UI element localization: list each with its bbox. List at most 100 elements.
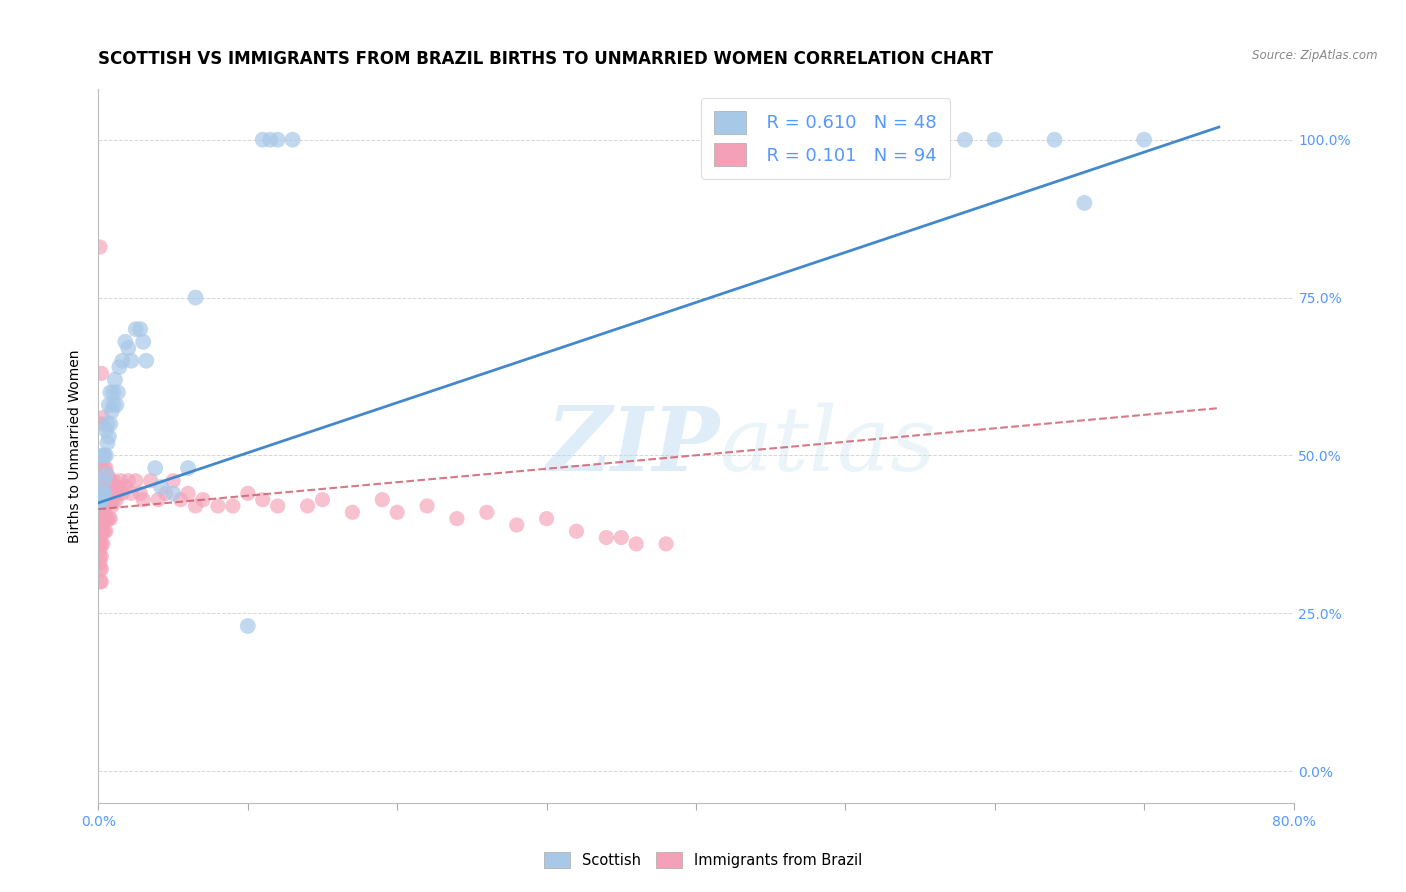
- Immigrants from Brazil: [595, 531, 617, 545]
- Immigrants from Brazil: [191, 492, 214, 507]
- Scottish: [984, 133, 1007, 147]
- Immigrants from Brazil: [89, 492, 111, 507]
- Scottish: [108, 360, 131, 375]
- Immigrants from Brazil: [93, 499, 115, 513]
- Immigrants from Brazil: [446, 511, 468, 525]
- Scottish: [101, 404, 124, 418]
- Scottish: [94, 449, 117, 463]
- Immigrants from Brazil: [90, 562, 112, 576]
- Immigrants from Brazil: [129, 486, 152, 500]
- Scottish: [120, 353, 142, 368]
- Immigrants from Brazil: [90, 499, 112, 513]
- Immigrants from Brazil: [108, 486, 131, 500]
- Immigrants from Brazil: [89, 240, 111, 254]
- Immigrants from Brazil: [103, 492, 125, 507]
- Immigrants from Brazil: [111, 486, 134, 500]
- Immigrants from Brazil: [371, 492, 394, 507]
- Immigrants from Brazil: [94, 524, 117, 539]
- Scottish: [1073, 195, 1095, 210]
- Text: SCOTTISH VS IMMIGRANTS FROM BRAZIL BIRTHS TO UNMARRIED WOMEN CORRELATION CHART: SCOTTISH VS IMMIGRANTS FROM BRAZIL BIRTH…: [98, 50, 994, 68]
- Immigrants from Brazil: [96, 511, 118, 525]
- Immigrants from Brazil: [311, 492, 333, 507]
- Immigrants from Brazil: [94, 474, 117, 488]
- Scottish: [150, 480, 173, 494]
- Immigrants from Brazil: [236, 486, 259, 500]
- Scottish: [129, 322, 152, 336]
- Scottish: [90, 492, 112, 507]
- Scottish: [953, 133, 976, 147]
- Immigrants from Brazil: [610, 531, 633, 545]
- Scottish: [252, 133, 274, 147]
- Scottish: [111, 353, 134, 368]
- Scottish: [105, 398, 128, 412]
- Immigrants from Brazil: [96, 467, 118, 482]
- Immigrants from Brazil: [89, 549, 111, 564]
- Scottish: [91, 486, 114, 500]
- Immigrants from Brazil: [207, 499, 229, 513]
- Scottish: [132, 334, 155, 349]
- Text: ZIP: ZIP: [547, 403, 720, 489]
- Immigrants from Brazil: [506, 517, 529, 532]
- Immigrants from Brazil: [97, 486, 120, 500]
- Immigrants from Brazil: [100, 511, 122, 525]
- Immigrants from Brazil: [177, 486, 200, 500]
- Immigrants from Brazil: [94, 486, 117, 500]
- Immigrants from Brazil: [91, 474, 114, 488]
- Immigrants from Brazil: [91, 537, 114, 551]
- Immigrants from Brazil: [252, 492, 274, 507]
- Immigrants from Brazil: [117, 474, 139, 488]
- Scottish: [177, 461, 200, 475]
- Immigrants from Brazil: [222, 499, 245, 513]
- Immigrants from Brazil: [90, 511, 112, 525]
- Immigrants from Brazil: [90, 524, 112, 539]
- Scottish: [100, 385, 122, 400]
- Immigrants from Brazil: [97, 474, 120, 488]
- Immigrants from Brazil: [110, 474, 132, 488]
- Scottish: [259, 133, 281, 147]
- Immigrants from Brazil: [169, 492, 191, 507]
- Scottish: [281, 133, 304, 147]
- Immigrants from Brazil: [89, 562, 111, 576]
- Immigrants from Brazil: [90, 486, 112, 500]
- Immigrants from Brazil: [103, 474, 125, 488]
- Immigrants from Brazil: [120, 486, 142, 500]
- Scottish: [97, 429, 120, 443]
- Immigrants from Brazil: [89, 511, 111, 525]
- Immigrants from Brazil: [155, 486, 177, 500]
- Immigrants from Brazil: [104, 486, 127, 500]
- Immigrants from Brazil: [132, 492, 155, 507]
- Immigrants from Brazil: [89, 537, 111, 551]
- Immigrants from Brazil: [90, 461, 112, 475]
- Immigrants from Brazil: [94, 461, 117, 475]
- Scottish: [117, 341, 139, 355]
- Scottish: [91, 449, 114, 463]
- Immigrants from Brazil: [94, 499, 117, 513]
- Legend:   R = 0.610   N = 48,   R = 0.101   N = 94: R = 0.610 N = 48, R = 0.101 N = 94: [702, 98, 950, 179]
- Immigrants from Brazil: [89, 524, 111, 539]
- Immigrants from Brazil: [475, 505, 498, 519]
- Immigrants from Brazil: [101, 480, 124, 494]
- Scottish: [103, 385, 125, 400]
- Immigrants from Brazil: [91, 449, 114, 463]
- Immigrants from Brazil: [91, 524, 114, 539]
- Scottish: [94, 467, 117, 482]
- Immigrants from Brazil: [101, 499, 124, 513]
- Scottish: [1133, 133, 1156, 147]
- Immigrants from Brazil: [105, 492, 128, 507]
- Scottish: [135, 353, 157, 368]
- Immigrants from Brazil: [90, 549, 112, 564]
- Scottish: [184, 291, 207, 305]
- Immigrants from Brazil: [91, 511, 114, 525]
- Y-axis label: Births to Unmarried Women: Births to Unmarried Women: [69, 350, 83, 542]
- Scottish: [93, 486, 115, 500]
- Immigrants from Brazil: [90, 417, 112, 431]
- Immigrants from Brazil: [100, 474, 122, 488]
- Scottish: [89, 496, 111, 510]
- Immigrants from Brazil: [100, 492, 122, 507]
- Scottish: [114, 334, 136, 349]
- Scottish: [1043, 133, 1066, 147]
- Immigrants from Brazil: [536, 511, 558, 525]
- Immigrants from Brazil: [94, 511, 117, 525]
- Immigrants from Brazil: [93, 486, 115, 500]
- Text: Source: ZipAtlas.com: Source: ZipAtlas.com: [1253, 49, 1378, 62]
